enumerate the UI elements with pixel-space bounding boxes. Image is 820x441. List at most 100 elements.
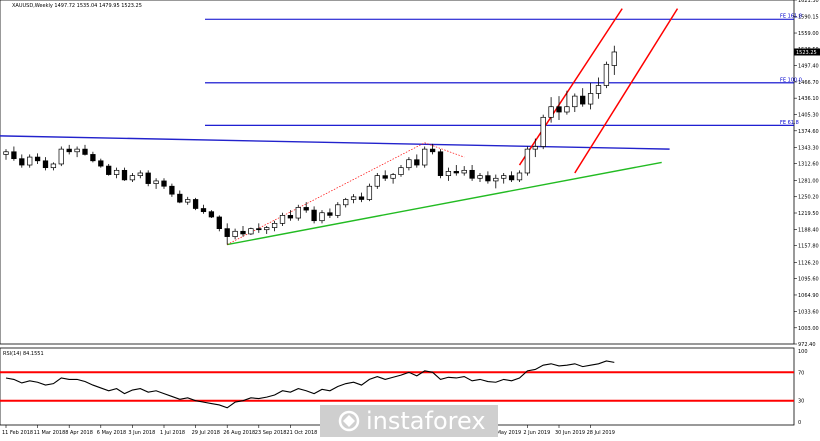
candle [287, 210, 294, 221]
last-price-label: 1523.25 [796, 50, 817, 56]
candle-body [611, 51, 617, 66]
rsi-tick-label: 100 [798, 349, 808, 355]
candle-body [335, 204, 341, 216]
candle-body [516, 172, 523, 181]
candle [461, 166, 467, 176]
candle-body [161, 180, 167, 187]
fib-level-label: FE 161.8 [780, 14, 802, 20]
candle [374, 172, 380, 189]
time-tick-label: 23 Sep 2018 [255, 430, 287, 436]
candle [572, 93, 578, 113]
candle [327, 208, 333, 219]
candle [556, 96, 562, 120]
price-tick-label: 1250.20 [798, 195, 819, 201]
candle-body [216, 216, 222, 229]
rsi-header: RSI(14) 84.1551 [3, 351, 44, 357]
candle-body [327, 212, 333, 216]
candle [98, 158, 104, 168]
candle [185, 196, 191, 205]
price-tick-label: 1219.50 [798, 211, 819, 217]
candle [532, 138, 538, 158]
candle [279, 212, 286, 226]
candle [295, 204, 301, 221]
candle-body [19, 158, 25, 166]
candle [358, 192, 365, 203]
candle-body [572, 95, 578, 108]
candle [90, 151, 96, 163]
candle [34, 153, 41, 164]
candle-body [42, 160, 49, 169]
candle-body [224, 228, 230, 237]
candle-body [303, 207, 309, 211]
candle [516, 170, 523, 182]
candle-body [485, 175, 491, 182]
price-tick-label: 1033.60 [798, 310, 819, 316]
candle-body [192, 199, 199, 209]
candle [603, 61, 610, 89]
candle-body [587, 93, 594, 105]
candle [3, 149, 9, 160]
candle [350, 194, 357, 204]
candle-body [90, 154, 96, 162]
rsi-tick-label: 70 [798, 370, 804, 376]
candle [19, 154, 25, 168]
candle-body [453, 171, 459, 174]
candle-body [311, 209, 317, 222]
candle-body [287, 215, 294, 219]
candle [113, 167, 120, 179]
time-tick-label: 2 Jun 2019 [523, 430, 550, 436]
candle-body [508, 175, 515, 181]
candle-body [319, 212, 325, 222]
candle [271, 220, 278, 232]
candle [406, 157, 412, 171]
price-tick-label: 1497.40 [798, 64, 819, 70]
candle [42, 157, 49, 171]
candle-body [477, 175, 483, 179]
fib-level-label: FE 100.0 [780, 77, 802, 83]
price-tick-label: 1312.60 [798, 162, 819, 168]
candle [580, 88, 586, 107]
price-tick-label: 1095.60 [798, 277, 819, 283]
candle-body [3, 151, 9, 155]
candle [177, 190, 183, 204]
time-tick-label: 11 Mar 2018 [34, 430, 66, 436]
candle-body [390, 174, 396, 179]
price-tick-label: 1003.00 [798, 326, 819, 332]
candle-body [603, 63, 610, 86]
candle [390, 172, 396, 184]
trendlines [0, 8, 679, 246]
candle [540, 114, 546, 150]
time-tick-label: 1 Jul 2018 [160, 430, 185, 436]
candle-body [185, 199, 191, 203]
candle [335, 202, 341, 219]
candle [232, 228, 238, 240]
time-tick-label: 28 Jul 2019 [587, 430, 615, 436]
candle [248, 227, 254, 236]
candle-body [82, 148, 88, 155]
candle-body [106, 165, 112, 175]
candle-body [11, 151, 17, 160]
candle-body [429, 148, 436, 153]
price-tick-label: 1157.80 [798, 244, 819, 250]
last-price-box [794, 48, 820, 56]
candle-body [58, 148, 64, 165]
price-tick-label: 1281.00 [798, 178, 819, 184]
candle-body [129, 175, 136, 181]
candle-body [445, 171, 452, 176]
candle [429, 143, 436, 155]
candle-body [34, 156, 41, 162]
candle-body [264, 227, 270, 231]
candle [74, 146, 80, 158]
price-tick-label: 1064.90 [798, 293, 819, 299]
candle [58, 146, 64, 167]
candle [216, 215, 222, 232]
candle-body [50, 163, 57, 169]
channel-upper-line [518, 8, 623, 166]
candle-body [532, 146, 538, 150]
candle [224, 223, 230, 245]
candle [595, 77, 602, 99]
candle-body [295, 207, 301, 219]
channel-lower-line [574, 8, 679, 174]
candle-body [366, 185, 373, 200]
candle-body [358, 196, 365, 200]
